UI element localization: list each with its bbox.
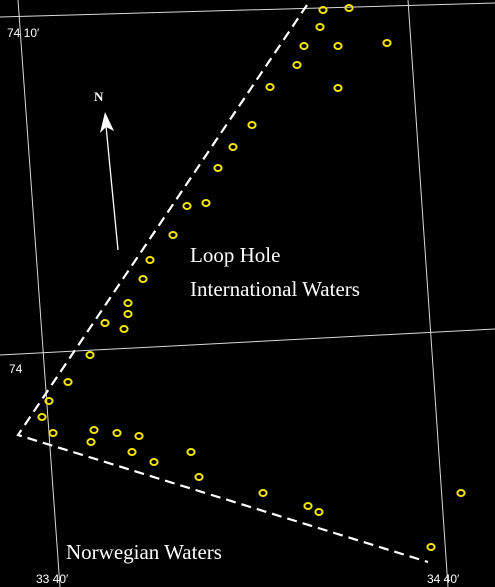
vessel-marker	[149, 458, 159, 466]
latitude-line-74	[0, 328, 495, 356]
vessel-marker	[303, 502, 313, 510]
vessel-marker	[89, 426, 99, 434]
vessel-marker	[127, 448, 137, 456]
vessel-markers	[37, 4, 466, 551]
vessel-marker	[265, 83, 275, 91]
vessel-marker	[318, 6, 328, 14]
vessel-marker	[258, 489, 268, 497]
vessel-marker	[201, 199, 211, 207]
vessel-marker	[228, 143, 238, 151]
vessel-marker	[247, 121, 257, 129]
vessel-marker	[292, 61, 302, 69]
longitude-label-3440: 34 40′	[427, 572, 460, 586]
vessel-marker	[145, 256, 155, 264]
longitude-label-3340: 33 40′	[36, 572, 69, 586]
vessel-marker	[344, 4, 354, 12]
longitude-line-3340	[17, 0, 61, 587]
norwegian-waters-label: Norwegian Waters	[66, 540, 222, 564]
vessel-marker	[63, 378, 73, 386]
vessel-marker	[85, 351, 95, 359]
vessel-marker	[315, 23, 325, 31]
vessel-marker	[382, 39, 392, 47]
vessel-marker	[44, 397, 54, 405]
longitude-line-3440	[407, 0, 449, 587]
vessel-marker	[138, 275, 148, 283]
latitude-label-7410: 74 10′	[7, 26, 40, 40]
vessel-marker	[213, 164, 223, 172]
vessel-marker	[100, 319, 110, 327]
vessel-marker	[456, 489, 466, 497]
vessel-marker	[299, 42, 309, 50]
latitude-label-74: 74	[9, 362, 23, 376]
vessel-marker	[112, 429, 122, 437]
vessel-marker	[194, 473, 204, 481]
vessel-marker	[48, 429, 58, 437]
vessel-marker	[123, 310, 133, 318]
vessel-marker	[186, 448, 196, 456]
loophole-label-line1: Loop Hole	[190, 243, 280, 267]
north-arrow-shaft	[105, 125, 119, 251]
vessel-marker	[333, 42, 343, 50]
vessel-marker	[168, 231, 178, 239]
vessel-marker	[333, 84, 343, 92]
vessel-marker	[314, 508, 324, 516]
north-label: N	[94, 89, 104, 104]
vessel-marker	[426, 543, 436, 551]
vessel-marker	[123, 299, 133, 307]
vessel-marker	[119, 325, 129, 333]
north-arrow-icon	[100, 112, 114, 133]
vessel-marker	[37, 413, 47, 421]
loophole-label-line2: International Waters	[190, 277, 360, 301]
loophole-boundary	[16, 4, 429, 564]
latitude-line-7410	[0, 2, 495, 18]
vessel-marker	[182, 202, 192, 210]
vessel-marker	[86, 438, 96, 446]
vessel-marker	[134, 432, 144, 440]
